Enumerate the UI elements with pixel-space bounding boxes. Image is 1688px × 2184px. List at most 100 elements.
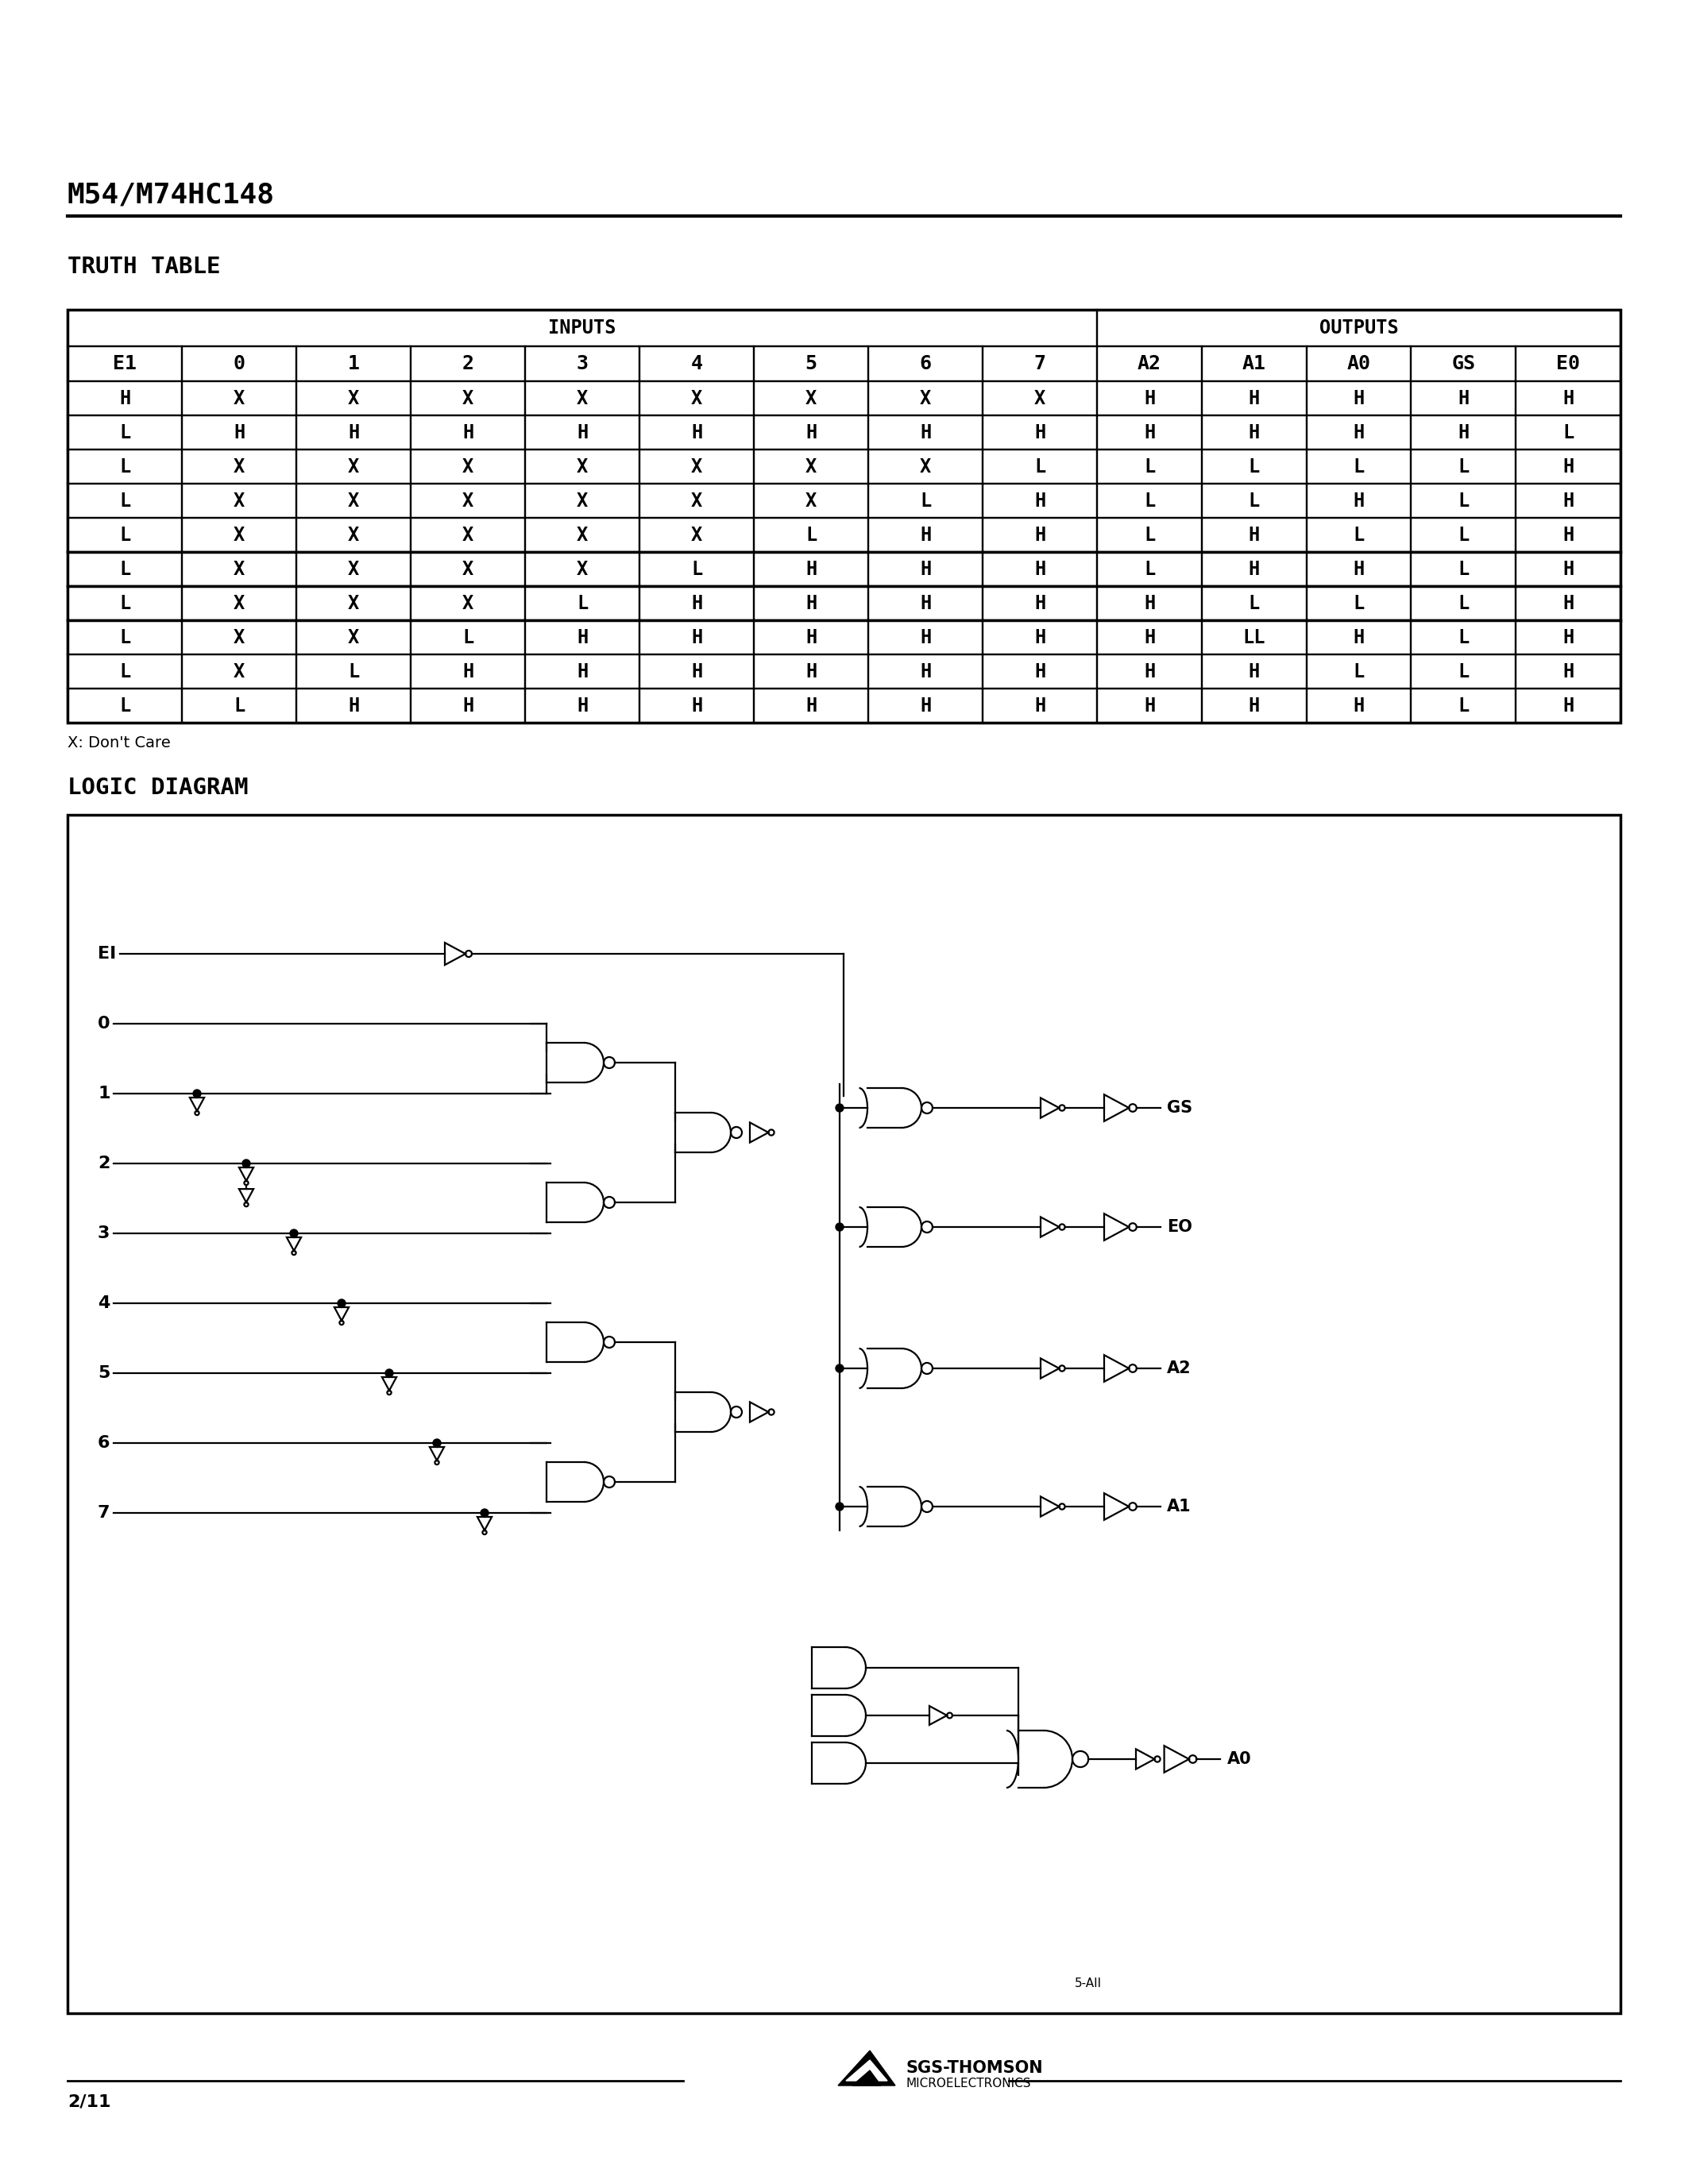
Bar	[982, 655, 1097, 688]
Bar	[297, 655, 410, 688]
Bar	[68, 415, 182, 450]
Bar	[1202, 585, 1307, 620]
Text: L: L	[120, 627, 130, 646]
Text: H: H	[1354, 424, 1364, 441]
Text: 5: 5	[98, 1365, 110, 1380]
Text: H: H	[1249, 389, 1259, 408]
Bar	[297, 483, 410, 518]
Text: H: H	[1144, 594, 1155, 614]
Text: X: X	[463, 456, 474, 476]
Text: L: L	[1144, 559, 1155, 579]
Text: X: X	[463, 559, 474, 579]
Bar	[755, 620, 868, 655]
Text: L: L	[920, 491, 932, 511]
Text: H: H	[805, 594, 817, 614]
Text: H: H	[348, 424, 360, 441]
Bar	[1307, 655, 1411, 688]
Bar	[1411, 382, 1516, 415]
Text: L: L	[233, 697, 245, 714]
Text: TRUTH TABLE: TRUTH TABLE	[68, 256, 221, 277]
Text: L: L	[1458, 491, 1469, 511]
Bar	[297, 585, 410, 620]
Text: H: H	[1035, 594, 1045, 614]
Text: INPUTS: INPUTS	[549, 319, 616, 339]
Bar	[755, 415, 868, 450]
Text: H: H	[1458, 424, 1469, 441]
Text: L: L	[1458, 627, 1469, 646]
Text: L: L	[1563, 424, 1573, 441]
Bar	[1307, 450, 1411, 483]
Circle shape	[836, 1103, 844, 1112]
Text: X: X	[348, 526, 360, 544]
Text: H: H	[920, 662, 932, 681]
Text: L: L	[1144, 456, 1155, 476]
Text: H: H	[1563, 662, 1573, 681]
Text: X: X	[577, 456, 587, 476]
Bar	[410, 483, 525, 518]
Bar	[1411, 688, 1516, 723]
Text: 5-AII: 5-AII	[1075, 1977, 1102, 1990]
Bar	[755, 518, 868, 553]
Text: H: H	[1563, 389, 1573, 408]
Bar	[1202, 553, 1307, 585]
Bar	[525, 518, 640, 553]
Text: L: L	[805, 526, 817, 544]
Polygon shape	[846, 2060, 888, 2081]
Bar	[1307, 382, 1411, 415]
Bar	[182, 553, 297, 585]
Text: X: X	[805, 456, 817, 476]
Text: L: L	[463, 627, 474, 646]
Bar	[297, 415, 410, 450]
Text: H: H	[805, 424, 817, 441]
Bar	[640, 620, 755, 655]
Text: H: H	[920, 594, 932, 614]
Bar	[1202, 450, 1307, 483]
Text: X: X	[348, 559, 360, 579]
Text: H: H	[1249, 559, 1259, 579]
Text: X: X	[805, 389, 817, 408]
Text: H: H	[805, 662, 817, 681]
Bar	[410, 347, 525, 382]
Bar	[182, 585, 297, 620]
Circle shape	[338, 1299, 346, 1308]
Text: 4: 4	[690, 354, 702, 373]
Text: 1: 1	[98, 1085, 110, 1101]
Bar	[1516, 620, 1620, 655]
Bar	[297, 347, 410, 382]
Bar	[1411, 450, 1516, 483]
Text: X: X	[348, 389, 360, 408]
Bar	[1516, 483, 1620, 518]
Text: H: H	[920, 424, 932, 441]
Text: H: H	[1035, 491, 1045, 511]
Bar	[982, 415, 1097, 450]
Text: L: L	[120, 491, 130, 511]
Bar	[868, 382, 982, 415]
Text: 5: 5	[805, 354, 817, 373]
Text: X: X	[577, 559, 587, 579]
Bar	[1097, 518, 1202, 553]
Text: H: H	[1563, 456, 1573, 476]
Bar	[640, 382, 755, 415]
Text: L: L	[1249, 491, 1259, 511]
Bar	[68, 483, 182, 518]
Bar	[1202, 688, 1307, 723]
Text: X: X	[577, 389, 587, 408]
Bar	[410, 415, 525, 450]
Text: A0: A0	[1347, 354, 1371, 373]
Bar	[982, 518, 1097, 553]
Bar	[1411, 347, 1516, 382]
Text: L: L	[1249, 594, 1259, 614]
Text: X: X	[463, 491, 474, 511]
Text: H: H	[1563, 697, 1573, 714]
Text: L: L	[1458, 594, 1469, 614]
Text: L: L	[348, 662, 360, 681]
Text: H: H	[120, 389, 130, 408]
Bar	[68, 620, 182, 655]
Bar	[1307, 620, 1411, 655]
Text: L: L	[120, 662, 130, 681]
Bar	[1411, 483, 1516, 518]
Bar	[640, 518, 755, 553]
Bar	[868, 483, 982, 518]
Text: H: H	[920, 697, 932, 714]
Bar	[410, 450, 525, 483]
